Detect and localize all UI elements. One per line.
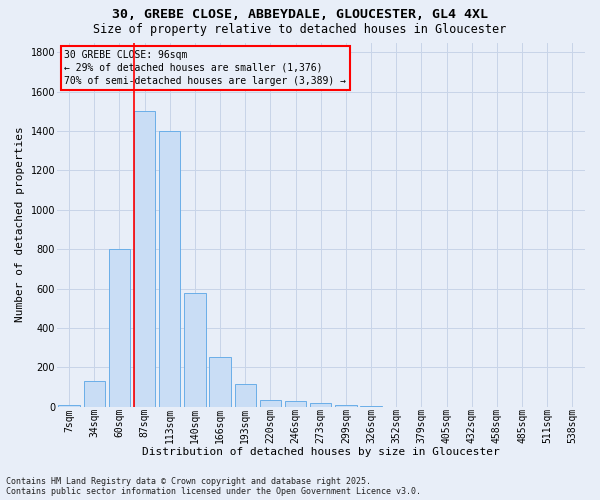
Bar	[159, 131, 181, 406]
Bar	[184, 294, 206, 406]
Bar	[260, 400, 281, 406]
Bar	[235, 384, 256, 406]
Bar	[109, 249, 130, 406]
Text: Contains HM Land Registry data © Crown copyright and database right 2025.
Contai: Contains HM Land Registry data © Crown c…	[6, 476, 421, 496]
Bar	[285, 401, 307, 406]
Bar	[58, 404, 80, 406]
Text: 30, GREBE CLOSE, ABBEYDALE, GLOUCESTER, GL4 4XL: 30, GREBE CLOSE, ABBEYDALE, GLOUCESTER, …	[112, 8, 488, 20]
Y-axis label: Number of detached properties: Number of detached properties	[15, 126, 25, 322]
Bar	[134, 112, 155, 406]
Bar	[83, 381, 105, 406]
Bar	[310, 403, 331, 406]
Bar	[209, 358, 231, 406]
Text: 30 GREBE CLOSE: 96sqm
← 29% of detached houses are smaller (1,376)
70% of semi-d: 30 GREBE CLOSE: 96sqm ← 29% of detached …	[64, 50, 346, 86]
X-axis label: Distribution of detached houses by size in Gloucester: Distribution of detached houses by size …	[142, 448, 500, 458]
Bar	[335, 404, 356, 406]
Text: Size of property relative to detached houses in Gloucester: Size of property relative to detached ho…	[94, 22, 506, 36]
